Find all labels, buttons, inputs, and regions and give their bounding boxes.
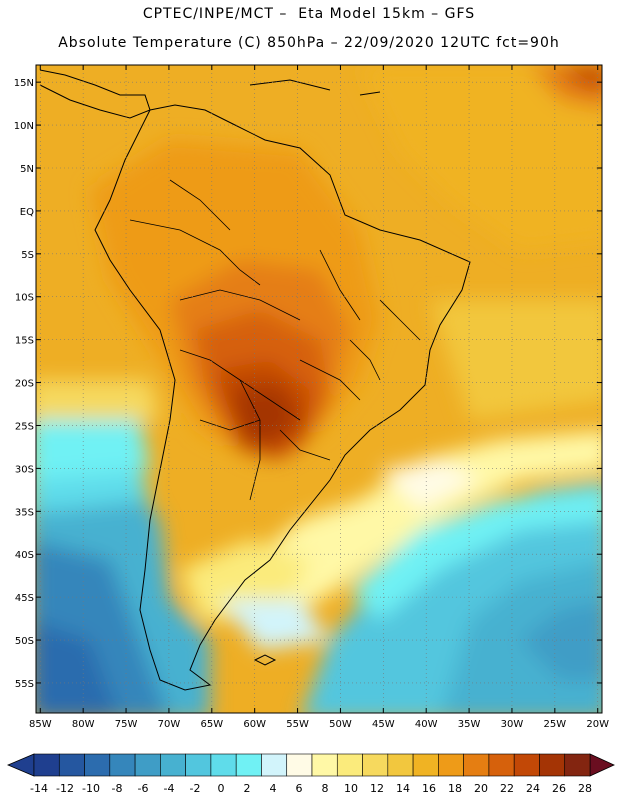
lat-label: 10S xyxy=(15,293,34,304)
colorbar-label: 14 xyxy=(396,782,410,795)
lon-label: 45W xyxy=(372,719,395,730)
lon-label: 50W xyxy=(329,719,352,730)
colorbar-label: 2 xyxy=(244,782,251,795)
lat-label: 5S xyxy=(21,250,34,261)
colorbar-swatch xyxy=(336,753,363,777)
colorbar-swatch xyxy=(109,753,136,777)
coastlines xyxy=(39,69,471,691)
colorbar-swatch xyxy=(210,753,237,777)
colorbar-swatch xyxy=(488,753,515,777)
lon-label: 75W xyxy=(115,719,138,730)
colorbar-label: -14 xyxy=(30,782,48,795)
central-america-coastline xyxy=(39,69,151,119)
lon-label: 40W xyxy=(415,719,438,730)
colorbar-swatch xyxy=(134,753,161,777)
lat-label: 10N xyxy=(14,121,34,132)
colorbar-swatch xyxy=(286,753,313,777)
colorbar-swatch xyxy=(185,753,212,777)
colorbar-swatch xyxy=(387,753,414,777)
lon-label: 25W xyxy=(544,719,567,730)
caribbean-islands xyxy=(249,79,381,96)
colorbar-swatch xyxy=(58,753,85,777)
colorbar-swatch xyxy=(311,753,338,777)
falklands xyxy=(253,654,277,666)
lat-label: 30S xyxy=(15,464,34,475)
lat-lon-grid xyxy=(36,65,602,713)
colorbar-label: 10 xyxy=(344,782,358,795)
colorbar-arrow-min xyxy=(6,753,35,777)
lon-label: 70W xyxy=(158,719,181,730)
colorbar-label: 18 xyxy=(448,782,462,795)
colorbar-label: -12 xyxy=(56,782,74,795)
colorbar-label: 12 xyxy=(370,782,384,795)
lat-label: 40S xyxy=(15,550,34,561)
lon-label: 80W xyxy=(72,719,95,730)
colorbar-swatch xyxy=(84,753,111,777)
colorbar-label: 16 xyxy=(422,782,436,795)
colorbar-label: 28 xyxy=(578,782,592,795)
lat-label: 15S xyxy=(15,336,34,347)
temperature-field xyxy=(36,65,602,713)
lat-label: 55S xyxy=(15,679,34,690)
colorbar-label: -8 xyxy=(112,782,123,795)
latitude-axis: 15N 10N 5N EQ 5S 10S 15S 20S 25S 30S 35S 40S 45S 50S 5… xyxy=(14,78,602,690)
lon-label: 85W xyxy=(29,719,52,730)
country-borders xyxy=(129,179,421,501)
lon-label: 55W xyxy=(286,719,309,730)
colorbar-swatch xyxy=(33,753,60,777)
colorbar-label: -6 xyxy=(138,782,149,795)
colorbar-label: -4 xyxy=(164,782,175,795)
colorbar-swatch xyxy=(261,753,288,777)
colorbar-swatch xyxy=(235,753,262,777)
colorbar-swatch xyxy=(412,753,439,777)
longitude-axis: 85W 80W 75W 70W 65W 60W 55W 50W 45W 40W 35W 30W 25W 2… xyxy=(29,65,609,730)
colorbar-swatch xyxy=(160,753,186,777)
colorbar-label: 4 xyxy=(270,782,277,795)
lon-label: 60W xyxy=(243,719,266,730)
colorbar-label: 24 xyxy=(526,782,540,795)
map-frame xyxy=(35,64,603,714)
lon-label: 65W xyxy=(200,719,223,730)
colorbar-swatch xyxy=(463,753,490,777)
lon-label: 30W xyxy=(501,719,524,730)
lat-label: 20S xyxy=(15,379,34,390)
lat-label: 25S xyxy=(15,421,34,432)
lat-label: 5N xyxy=(20,164,34,175)
map-title: CPTEC/INPE/MCT – Eta Model 15km – GFS xyxy=(142,6,476,22)
lat-label: 35S xyxy=(15,507,34,518)
colorbar-swatch xyxy=(438,753,464,777)
lat-label: 50S xyxy=(15,636,34,647)
colorbar: -14 -12 -10 -8 -6 -4 -2 0 2 4 6 8 10 12 14 16 18 20 22 24 26… xyxy=(6,753,615,795)
colorbar-label: 6 xyxy=(296,782,303,795)
colorbar-label: -10 xyxy=(82,782,100,795)
colorbar-label: 26 xyxy=(552,782,566,795)
colorbar-swatch xyxy=(362,753,389,777)
lon-label: 20W xyxy=(586,719,609,730)
colorbar-label: -2 xyxy=(190,782,201,795)
map-subtitle: Absolute Temperature (C) 850hPa – 22/09/… xyxy=(58,35,560,51)
colorbar-label: 20 xyxy=(474,782,488,795)
lat-label: 15N xyxy=(14,78,34,89)
colorbar-swatch xyxy=(539,753,566,777)
lat-label: 45S xyxy=(15,593,34,604)
colorbar-swatch xyxy=(564,753,591,777)
colorbar-swatch xyxy=(513,753,540,777)
south-america-coastline xyxy=(94,104,471,691)
colorbar-label: 8 xyxy=(322,782,329,795)
colorbar-label: 22 xyxy=(500,782,514,795)
lon-label: 35W xyxy=(458,719,481,730)
colorbar-arrow-max xyxy=(589,753,615,777)
lat-label: EQ xyxy=(20,207,34,218)
colorbar-label: 0 xyxy=(218,782,225,795)
